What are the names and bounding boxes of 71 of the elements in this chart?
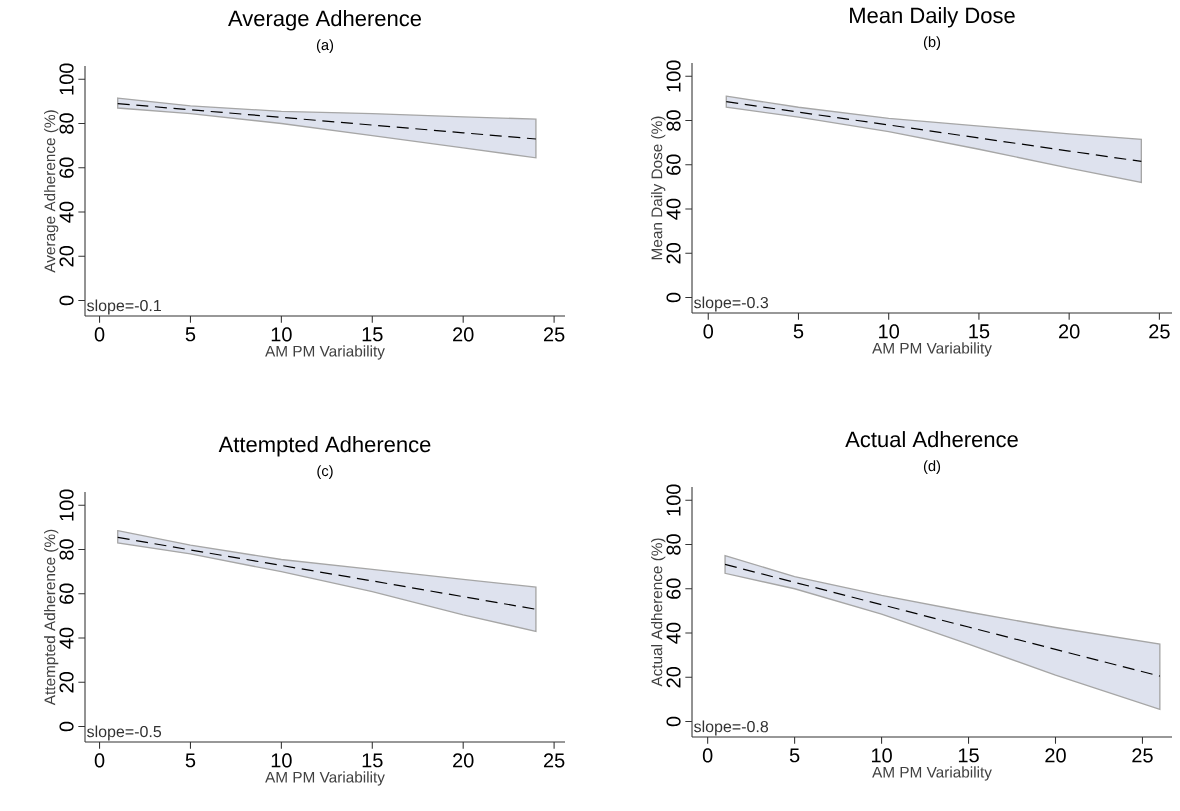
x-tick-label: 15: [362, 327, 383, 342]
x-tick-label: 20: [1059, 324, 1080, 339]
y-tick-label: 60: [666, 154, 681, 175]
x-tick-label: 10: [271, 753, 292, 768]
chart-title: Average Adherence: [228, 10, 422, 31]
y-tick-label: 40: [59, 627, 74, 649]
x-tick-label: 10: [271, 327, 292, 342]
y-tick-label: 40: [666, 198, 681, 220]
y-tick-label: 0: [666, 716, 681, 727]
y-tick-label: 60: [666, 578, 681, 599]
y-tick-label: 20: [59, 671, 74, 693]
y-tick-label: 80: [59, 539, 74, 560]
x-tick-label: 5: [185, 753, 196, 768]
x-tick-label: 0: [94, 327, 105, 342]
y-tick-label: 60: [59, 157, 74, 178]
y-axis-title: Mean Daily Dose (%): [651, 116, 666, 260]
chart-title: Attempted Adherence: [218, 436, 431, 457]
chart-title: Actual Adherence: [845, 431, 1018, 448]
y-tick-label: 20: [666, 666, 681, 688]
x-tick-label: 25: [1132, 748, 1153, 763]
x-tick-label: 0: [702, 748, 713, 763]
x-tick-label: 15: [362, 753, 383, 768]
x-tick-label: 5: [793, 324, 804, 339]
annotation: slope=-0.5: [87, 725, 162, 741]
x-tick-label: 10: [871, 748, 892, 763]
chart-subtitle: (d): [923, 460, 941, 475]
y-tick-label: 40: [59, 201, 74, 223]
y-tick-label: 80: [666, 534, 681, 555]
y-axis-title: Attempted Adherence (%): [44, 529, 59, 706]
x-tick-label: 15: [958, 748, 979, 763]
x-tick-label: 25: [543, 327, 565, 342]
chart-subtitle: (c): [317, 465, 333, 480]
x-axis-title: AM PM Variability: [265, 345, 385, 360]
x-tick-label: 25: [1149, 324, 1170, 339]
annotation: slope=-0.1: [87, 299, 161, 315]
y-tick-label: 20: [666, 242, 681, 264]
y-tick-label: 100: [666, 484, 681, 516]
annotation: slope=-0.3: [694, 296, 769, 312]
x-axis-title: AM PM Variability: [872, 766, 992, 781]
chart-title: Mean Daily Dose: [850, 7, 1015, 28]
annotation: slope=-0.8: [694, 720, 769, 736]
x-tick-label: 0: [94, 753, 105, 768]
y-tick-label: 20: [59, 245, 74, 267]
y-tick-label: 40: [666, 622, 681, 644]
x-tick-label: 5: [185, 327, 196, 342]
x-axis-title: AM PM Variability: [265, 771, 385, 786]
x-tick-label: 10: [879, 324, 900, 339]
x-tick-label: 20: [453, 753, 474, 768]
x-tick-label: 5: [789, 748, 800, 763]
y-tick-label: 80: [59, 113, 74, 134]
x-tick-label: 20: [1045, 748, 1066, 763]
y-tick-label: 0: [666, 292, 681, 303]
y-tick-label: 0: [59, 295, 74, 306]
chart-subtitle: (b): [923, 36, 941, 51]
y-tick-label: 0: [59, 721, 74, 732]
line-series: [724, 563, 1161, 677]
y-tick-label: 100: [59, 489, 74, 521]
x-tick-label: 20: [453, 327, 474, 342]
line-series: [117, 536, 537, 610]
line-series: [117, 103, 537, 140]
y-axis-title: Average Adherence (%): [44, 110, 59, 273]
y-tick-label: 80: [666, 110, 681, 131]
x-tick-label: 15: [969, 324, 990, 339]
y-tick-label: 60: [59, 583, 74, 604]
y-tick-label: 100: [666, 60, 681, 92]
x-tick-label: 25: [543, 753, 565, 768]
y-tick-label: 100: [59, 63, 74, 95]
x-axis-title: AM PM Variability: [872, 342, 992, 357]
y-axis-title: Actual Adherence (%): [651, 538, 666, 687]
x-tick-label: 0: [703, 324, 714, 339]
chart-subtitle: (a): [316, 39, 334, 54]
